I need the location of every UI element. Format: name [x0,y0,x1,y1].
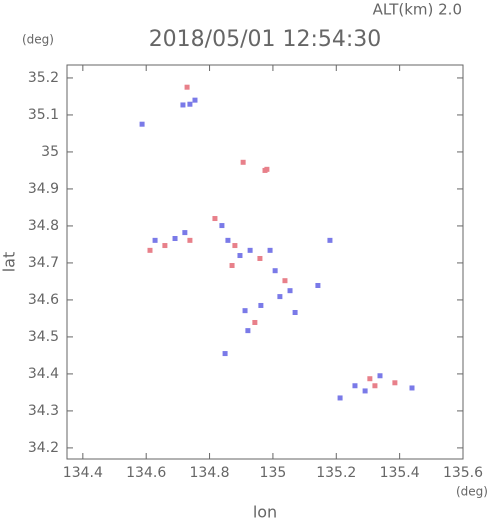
chart-title: 2018/05/01 12:54:30 [149,27,382,52]
data-point [162,243,168,249]
data-point [245,328,251,334]
x-tick-label: 134.4 [63,465,103,481]
data-point [362,388,368,394]
y-tick-label: 34.2 [28,440,59,456]
x-tick-label: 134.8 [190,465,230,481]
data-point [392,380,398,386]
data-point [372,383,378,389]
x-tick-label: 135.4 [380,465,420,481]
x-axis-label: lon [253,503,277,521]
y-tick-label: 35.1 [28,107,59,123]
altitude-label: ALT(km) 2.0 [373,1,462,19]
y-unit: (deg) [22,33,54,47]
data-point [267,247,273,253]
data-point [352,383,358,389]
data-point [247,247,253,253]
data-point [337,395,343,401]
data-point [315,282,321,288]
data-point [139,121,145,127]
x-tick-label: 135.6 [443,465,483,481]
plot-frame [66,64,464,460]
data-point [264,166,270,172]
x-tick-label: 134.6 [126,465,166,481]
y-tick-label: 34.5 [28,329,59,345]
data-point [180,102,186,108]
y-tick-label: 34.8 [28,218,59,234]
data-point [240,159,246,165]
y-tick-label: 34.9 [28,181,59,197]
data-point [277,294,283,300]
data-point [184,84,190,90]
data-point [212,216,218,222]
x-tick-label: 135.2 [316,465,356,481]
y-tick-label: 35.2 [28,70,59,86]
data-point [257,255,263,261]
data-point [258,302,264,308]
data-point [229,263,235,269]
y-tick-label: 34.6 [28,292,59,308]
data-point [292,309,298,315]
y-tick-label: 34.4 [28,366,59,382]
data-point [172,236,178,242]
data-point [287,288,293,294]
y-axis-label: lat [0,252,19,273]
data-point [225,237,231,243]
data-point [147,247,153,253]
data-point [272,268,278,274]
data-point [377,373,383,379]
data-point [237,253,243,259]
data-point [187,237,193,243]
y-tick-label: 34.7 [28,255,59,271]
data-point [232,243,238,249]
data-point [242,308,248,314]
y-tick-label: 35 [41,144,59,160]
data-point [409,385,415,391]
data-point [219,223,225,229]
y-tick-label: 34.3 [28,403,59,419]
data-point [192,97,198,103]
data-point [367,376,373,382]
data-point [187,101,193,107]
data-point [222,351,228,357]
data-point [282,278,288,284]
x-tick-label: 135 [260,465,287,481]
data-point [182,230,188,236]
x-unit: (deg) [456,485,488,499]
data-point [252,319,258,325]
data-point [327,237,333,243]
data-point [152,237,158,243]
